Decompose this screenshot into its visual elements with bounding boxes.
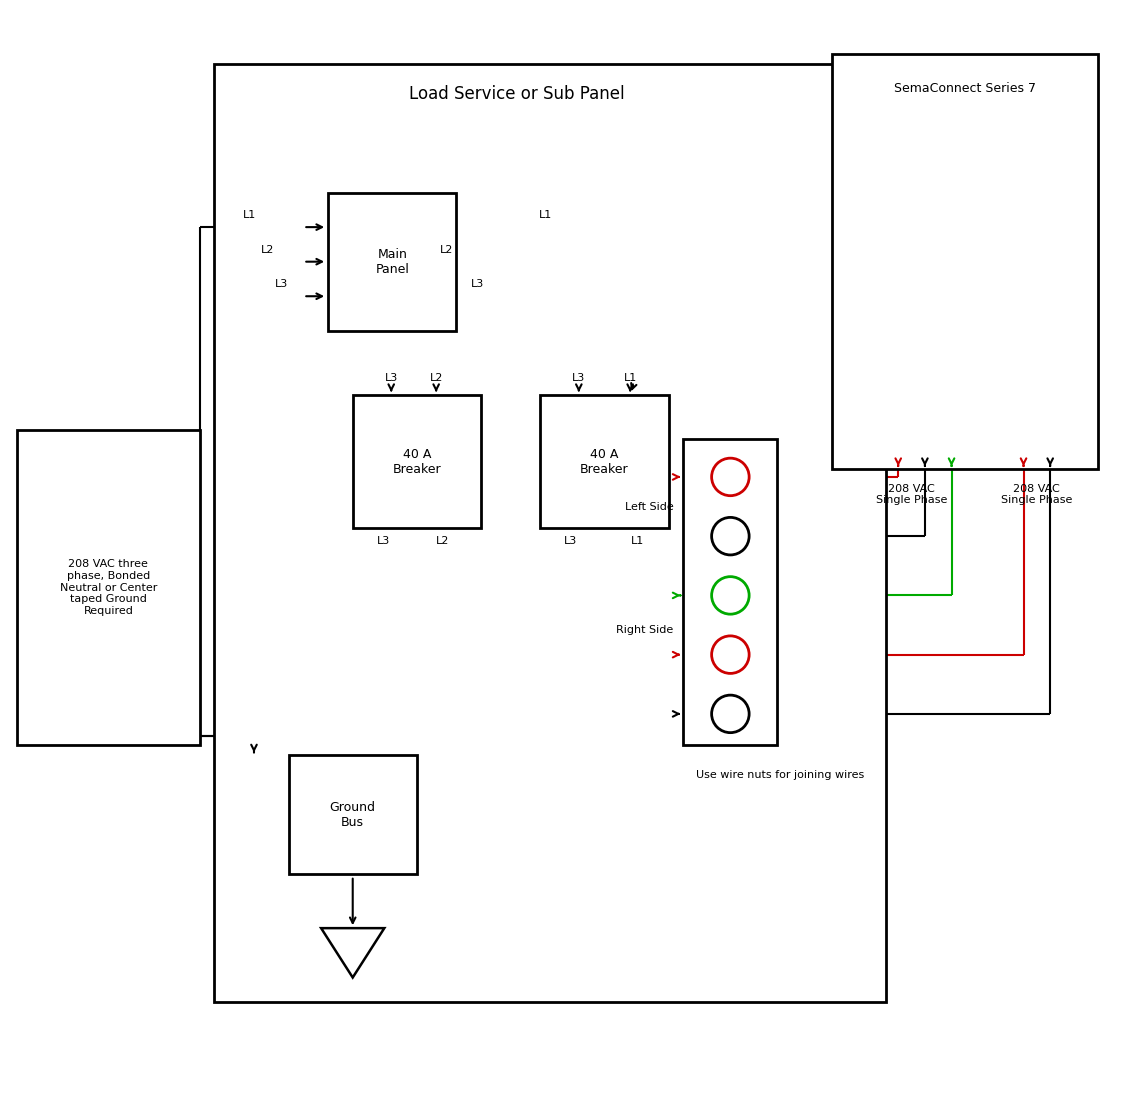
Circle shape <box>712 576 749 614</box>
Text: L1: L1 <box>539 210 551 221</box>
Circle shape <box>712 458 749 495</box>
Text: Use wire nuts for joining wires: Use wire nuts for joining wires <box>696 770 863 781</box>
Text: 40 A
Breaker: 40 A Breaker <box>580 448 628 475</box>
Circle shape <box>712 695 749 732</box>
Text: L2: L2 <box>261 245 275 255</box>
Text: SemaConnect Series 7: SemaConnect Series 7 <box>894 82 1036 96</box>
Text: 208 VAC
Single Phase: 208 VAC Single Phase <box>1001 484 1072 505</box>
Text: 40 A
Breaker: 40 A Breaker <box>392 448 441 475</box>
Text: Load Service or Sub Panel: Load Service or Sub Panel <box>409 85 625 103</box>
Bar <box>328 192 457 330</box>
Polygon shape <box>321 928 384 977</box>
Text: L2: L2 <box>429 373 443 383</box>
Text: L2: L2 <box>440 245 453 255</box>
Text: 208 VAC
Single Phase: 208 VAC Single Phase <box>876 484 947 505</box>
Text: Ground
Bus: Ground Bus <box>330 800 375 829</box>
Text: L1: L1 <box>243 210 255 221</box>
Text: L1: L1 <box>624 373 637 383</box>
Text: L3: L3 <box>564 536 577 546</box>
Bar <box>353 395 481 528</box>
Text: L3: L3 <box>572 373 585 383</box>
Text: L2: L2 <box>436 536 450 546</box>
Bar <box>17 429 200 746</box>
Bar <box>684 439 777 746</box>
Text: L3: L3 <box>275 279 288 290</box>
Text: L3: L3 <box>384 373 398 383</box>
Text: L3: L3 <box>376 536 390 546</box>
Text: Left Side: Left Side <box>625 502 673 512</box>
Text: 208 VAC three
phase, Bonded
Neutral or Center
taped Ground
Required: 208 VAC three phase, Bonded Neutral or C… <box>60 559 157 616</box>
Text: L1: L1 <box>631 536 644 546</box>
Text: Main
Panel: Main Panel <box>375 248 409 276</box>
Bar <box>832 54 1098 469</box>
Bar <box>215 64 886 1002</box>
Bar <box>540 395 669 528</box>
Text: Right Side: Right Side <box>616 625 673 635</box>
Text: L3: L3 <box>471 279 485 290</box>
Circle shape <box>712 636 749 673</box>
Circle shape <box>712 517 749 554</box>
Bar <box>288 755 417 874</box>
